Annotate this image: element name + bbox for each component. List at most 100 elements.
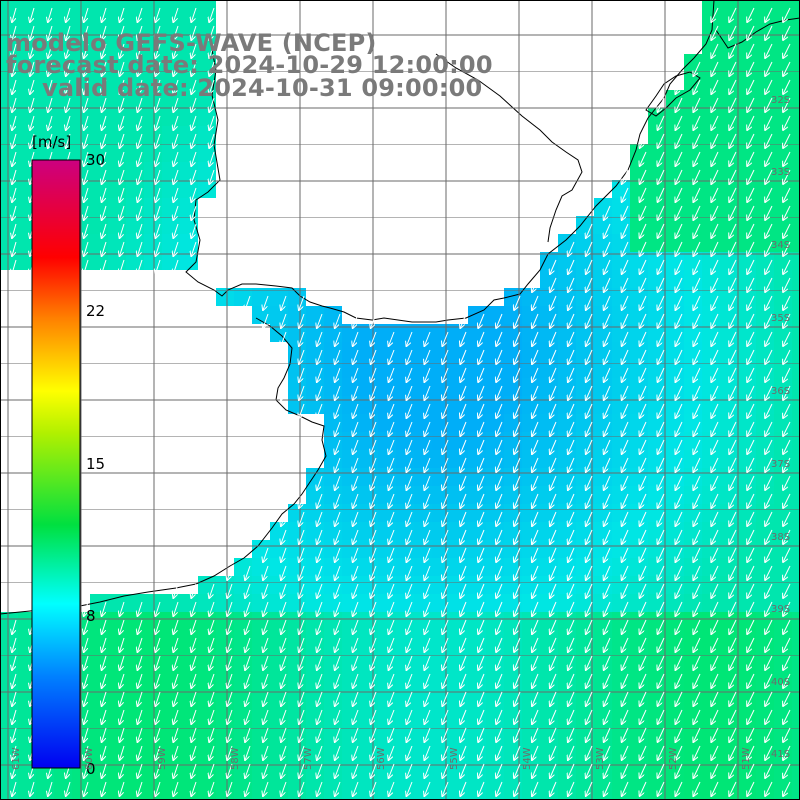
wind-speed-cell xyxy=(792,414,800,432)
lat-label: 41S xyxy=(771,749,791,760)
lon-label: 54W xyxy=(522,747,533,770)
wind-speed-cell xyxy=(234,558,252,576)
wind-speed-cell xyxy=(234,792,252,800)
wind-speed-cell xyxy=(540,792,558,800)
wind-speed-cell xyxy=(792,342,800,360)
wind-speed-cell xyxy=(756,792,774,800)
wind-speed-cell xyxy=(792,378,800,396)
wind-speed-cell xyxy=(792,90,800,108)
wind-speed-cell xyxy=(180,0,198,18)
wind-speed-cell xyxy=(198,792,216,800)
wind-speed-cell xyxy=(792,612,800,630)
wind-speed-cell xyxy=(792,594,800,612)
wind-speed-cell xyxy=(54,792,72,800)
lon-label: 52W xyxy=(668,747,679,770)
colorbar xyxy=(31,159,81,769)
wind-speed-cell xyxy=(792,684,800,702)
lon-label: 56W xyxy=(376,747,387,770)
wind-speed-cell xyxy=(792,306,800,324)
wind-speed-cell xyxy=(684,792,702,800)
wind-speed-cell xyxy=(558,792,576,800)
wind-speed-cell xyxy=(198,180,216,198)
wind-speed-cell xyxy=(792,216,800,234)
wind-speed-cell xyxy=(648,792,666,800)
wind-speed-cell xyxy=(792,450,800,468)
wind-speed-cell xyxy=(792,108,800,126)
wind-speed-cell xyxy=(792,504,800,522)
wind-speed-cell xyxy=(792,36,800,54)
lon-label: 55W xyxy=(449,747,460,770)
wind-speed-cell xyxy=(270,792,288,800)
wind-speed-cell xyxy=(18,0,36,18)
wind-speed-cell xyxy=(738,792,756,800)
wind-speed-cell xyxy=(792,666,800,684)
wind-speed-cell xyxy=(666,792,684,800)
wind-speed-cell xyxy=(126,0,144,18)
lon-label: 58W xyxy=(230,747,241,770)
wind-speed-cell xyxy=(792,72,800,90)
lat-label: 35S xyxy=(771,313,791,324)
wind-speed-cell xyxy=(360,792,378,800)
wind-speed-cell xyxy=(450,792,468,800)
wind-arrow xyxy=(281,385,287,400)
lat-label: 40S xyxy=(771,677,791,688)
wind-speed-cell xyxy=(216,288,234,306)
lat-label: 37S xyxy=(771,459,791,470)
wind-speed-cell xyxy=(306,792,324,800)
wind-speed-cell xyxy=(468,792,486,800)
wind-speed-cell xyxy=(108,0,126,18)
title-valid-date: valid date: 2024-10-31 09:00:00 xyxy=(42,74,483,102)
wind-speed-cell xyxy=(792,558,800,576)
wind-speed-cell xyxy=(414,792,432,800)
wind-speed-cell xyxy=(792,18,800,36)
wind-speed-cell xyxy=(792,54,800,72)
wind-speed-cell xyxy=(234,288,252,306)
wind-speed-cell xyxy=(252,540,270,558)
wind-speed-cell xyxy=(702,792,720,800)
wind-speed-cell xyxy=(576,792,594,800)
wind-speed-cell xyxy=(792,180,800,198)
wind-speed-cell xyxy=(198,0,216,18)
wind-speed-cell xyxy=(180,252,198,270)
wind-speed-cell xyxy=(594,792,612,800)
wind-speed-cell xyxy=(792,270,800,288)
wind-speed-cell xyxy=(792,162,800,180)
wind-speed-cell xyxy=(144,792,162,800)
wind-speed-cell xyxy=(792,0,800,18)
wind-speed-cell xyxy=(792,126,800,144)
wind-speed-cell xyxy=(144,594,162,612)
wind-speed-cell xyxy=(792,774,800,792)
wind-speed-cell xyxy=(792,360,800,378)
lat-label: 39S xyxy=(771,604,791,615)
wind-speed-cell xyxy=(162,792,180,800)
wind-speed-cell xyxy=(90,594,108,612)
wind-speed-cell xyxy=(792,432,800,450)
colorbar-tick-label: 15 xyxy=(86,455,106,473)
wind-speed-cell xyxy=(180,792,198,800)
wind-speed-cell xyxy=(630,792,648,800)
wind-speed-cell xyxy=(288,792,306,800)
wind-speed-cell xyxy=(612,792,630,800)
wind-speed-cell xyxy=(792,144,800,162)
wind-speed-cell xyxy=(36,0,54,18)
wind-speed-cell xyxy=(792,486,800,504)
wind-speed-cell xyxy=(720,792,738,800)
wind-speed-cell xyxy=(216,792,234,800)
lat-label: 34S xyxy=(771,240,791,251)
wind-speed-cell xyxy=(198,576,216,594)
wind-speed-cell xyxy=(396,792,414,800)
wind-speed-cell xyxy=(36,792,54,800)
lon-label: 59W xyxy=(157,747,168,770)
wind-speed-cell xyxy=(108,792,126,800)
wind-speed-cell xyxy=(162,0,180,18)
wind-speed-cell xyxy=(486,792,504,800)
wind-speed-cell xyxy=(792,252,800,270)
lon-label: 53W xyxy=(595,747,606,770)
lat-label: 33S xyxy=(771,167,791,178)
wind-speed-cell xyxy=(126,594,144,612)
wind-speed-cell xyxy=(792,738,800,756)
lon-label: 61W xyxy=(11,747,22,770)
wind-speed-cell xyxy=(0,0,18,18)
wind-speed-cell xyxy=(90,792,108,800)
